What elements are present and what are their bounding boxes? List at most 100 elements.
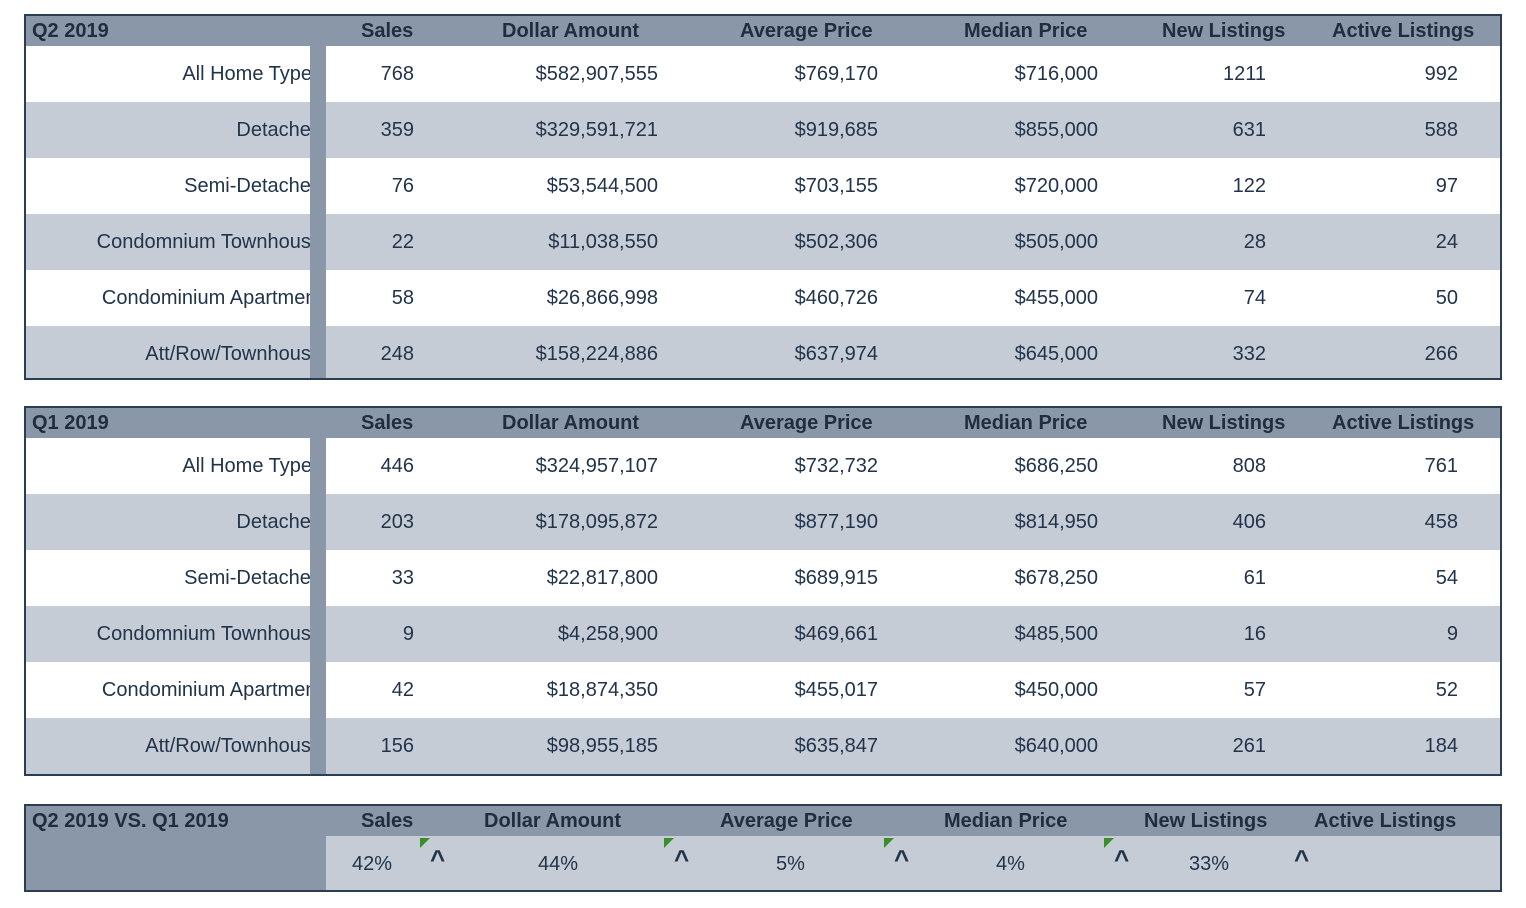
sales-cell: 76 bbox=[391, 175, 414, 197]
col-median: Median Price bbox=[944, 810, 1068, 832]
table-row: All Home Types 446 $324,957,107 $732,732 $68… bbox=[26, 438, 1500, 494]
active-listings-cell: 992 bbox=[1424, 63, 1458, 85]
active-listings-cell: 50 bbox=[1435, 287, 1458, 309]
increase-indicator-icon bbox=[884, 838, 894, 848]
table-row: Condomnium Townhouse 22 $11,038,550 $502,30… bbox=[26, 214, 1500, 270]
new-listings-change: 33% bbox=[1189, 853, 1230, 875]
dollar-change: 44% bbox=[538, 853, 579, 875]
active-listings-cell: 588 bbox=[1424, 119, 1458, 141]
home-type-label: All Home Types bbox=[182, 455, 322, 477]
column-divider bbox=[310, 494, 326, 550]
average-price-cell: $703,155 bbox=[794, 175, 878, 197]
table-row: Semi-Detached 33 $22,817,800 $689,915 $678,2… bbox=[26, 550, 1500, 606]
sales-cell: 58 bbox=[391, 287, 414, 309]
new-listings-cell: 332 bbox=[1232, 343, 1266, 365]
new-listings-cell: 122 bbox=[1232, 175, 1266, 197]
col-dollar: Dollar Amount bbox=[502, 412, 640, 434]
col-dollar: Dollar Amount bbox=[502, 20, 640, 42]
column-divider bbox=[310, 214, 326, 270]
table-row: Detached 203 $178,095,872 $877,190 $814,950 4… bbox=[26, 494, 1500, 550]
sales-cell: 768 bbox=[380, 63, 414, 85]
sales-cell: 248 bbox=[380, 343, 414, 365]
col-active-listings: Active Listings bbox=[1332, 20, 1475, 42]
q2-title: Q2 2019 bbox=[32, 20, 109, 42]
new-listings-cell: 261 bbox=[1232, 735, 1266, 757]
average-price-cell: $469,661 bbox=[794, 623, 878, 645]
new-listings-cell: 631 bbox=[1232, 119, 1266, 141]
median-change: 4% bbox=[996, 853, 1025, 875]
median-price-cell: $455,000 bbox=[1014, 287, 1098, 309]
col-sales: Sales bbox=[361, 20, 414, 42]
column-divider bbox=[310, 550, 326, 606]
table-row: Att/Row/Townhouse 248 $158,224,886 $637,974… bbox=[26, 326, 1500, 378]
column-divider bbox=[310, 326, 326, 378]
average-price-cell: $877,190 bbox=[794, 511, 878, 533]
dollar-amount-cell: $98,955,185 bbox=[546, 735, 658, 757]
comparison-table: Q2 2019 VS. Q1 2019 Sales Dollar Amount … bbox=[24, 804, 1502, 892]
table-row: Semi-Detached 76 $53,544,500 $703,155 $720,0… bbox=[26, 158, 1500, 214]
sales-cell: 33 bbox=[391, 567, 414, 589]
q1-2019-table: Q1 2019 Sales Dollar Amount Average Pric… bbox=[24, 406, 1502, 776]
active-listings-cell: 9 bbox=[1446, 623, 1458, 645]
caret-up-icon: ^ bbox=[1114, 844, 1130, 874]
average-price-cell: $637,974 bbox=[794, 343, 878, 365]
home-type-label: Condomnium Townhouse bbox=[96, 231, 322, 253]
home-type-label: Att/Row/Townhouse bbox=[145, 343, 322, 365]
active-listings-cell: 24 bbox=[1435, 231, 1458, 253]
average-price-cell: $919,685 bbox=[794, 119, 878, 141]
column-divider bbox=[310, 438, 326, 494]
sales-cell: 156 bbox=[380, 735, 414, 757]
median-price-cell: $645,000 bbox=[1014, 343, 1098, 365]
column-divider bbox=[310, 102, 326, 158]
average-price-cell: $732,732 bbox=[794, 455, 878, 477]
home-type-label: Condominium Apartment bbox=[101, 679, 322, 701]
dollar-amount-cell: $4,258,900 bbox=[557, 623, 658, 645]
average-price-cell: $455,017 bbox=[794, 679, 878, 701]
col-active-listings: Active Listings bbox=[1314, 810, 1457, 832]
median-price-cell: $485,500 bbox=[1014, 623, 1098, 645]
dollar-amount-cell: $329,591,721 bbox=[535, 119, 658, 141]
table-row: Condominium Apartment 58 $26,866,998 $460,7… bbox=[26, 270, 1500, 326]
column-divider bbox=[310, 606, 326, 662]
col-active-listings: Active Listings bbox=[1332, 412, 1475, 434]
median-price-cell: $686,250 bbox=[1014, 455, 1098, 477]
table-row: Condomnium Townhouse 9 $4,258,900 $469,661 $… bbox=[26, 606, 1500, 662]
average-price-cell: $502,306 bbox=[794, 231, 878, 253]
table-row: All Home Types 768 $582,907,555 $769,170 $71… bbox=[26, 46, 1500, 102]
col-dollar: Dollar Amount bbox=[484, 810, 622, 832]
sales-cell: 9 bbox=[402, 623, 414, 645]
average-price-cell: $460,726 bbox=[794, 287, 878, 309]
dollar-amount-cell: $22,817,800 bbox=[546, 567, 658, 589]
new-listings-cell: 74 bbox=[1243, 287, 1266, 309]
sales-cell: 446 bbox=[380, 455, 414, 477]
col-sales: Sales bbox=[361, 412, 414, 434]
median-price-cell: $716,000 bbox=[1014, 63, 1098, 85]
new-listings-cell: 61 bbox=[1243, 567, 1266, 589]
q1-title: Q1 2019 bbox=[32, 412, 109, 434]
col-new-listings: New Listings bbox=[1144, 810, 1268, 832]
median-price-cell: $505,000 bbox=[1014, 231, 1098, 253]
column-divider bbox=[310, 662, 326, 718]
average-change: 5% bbox=[776, 853, 805, 875]
comparison-values-row bbox=[326, 836, 1500, 890]
q1-header: Q1 2019 Sales Dollar Amount Average Pric… bbox=[26, 408, 1500, 438]
average-price-cell: $769,170 bbox=[794, 63, 878, 85]
dollar-amount-cell: $324,957,107 bbox=[535, 455, 658, 477]
active-listings-cell: 52 bbox=[1435, 679, 1458, 701]
dollar-amount-cell: $178,095,872 bbox=[535, 511, 658, 533]
home-type-label: Semi-Detached bbox=[184, 567, 322, 589]
new-listings-cell: 808 bbox=[1232, 455, 1266, 477]
caret-up-icon: ^ bbox=[894, 844, 910, 874]
sales-cell: 42 bbox=[391, 679, 414, 701]
new-listings-cell: 57 bbox=[1243, 679, 1266, 701]
table-row: Detached 359 $329,591,721 $919,685 $855,000 6… bbox=[26, 102, 1500, 158]
active-listings-cell: 97 bbox=[1435, 175, 1458, 197]
increase-indicator-icon bbox=[420, 838, 430, 848]
col-average: Average Price bbox=[740, 20, 873, 42]
median-price-cell: $855,000 bbox=[1014, 119, 1098, 141]
sales-cell: 359 bbox=[380, 119, 414, 141]
comparison-title: Q2 2019 VS. Q1 2019 bbox=[32, 810, 229, 832]
active-listings-cell: 761 bbox=[1424, 455, 1458, 477]
dollar-amount-cell: $11,038,550 bbox=[548, 231, 658, 253]
table-row: Att/Row/Townhouse 156 $98,955,185 $635,847 $… bbox=[26, 718, 1500, 774]
